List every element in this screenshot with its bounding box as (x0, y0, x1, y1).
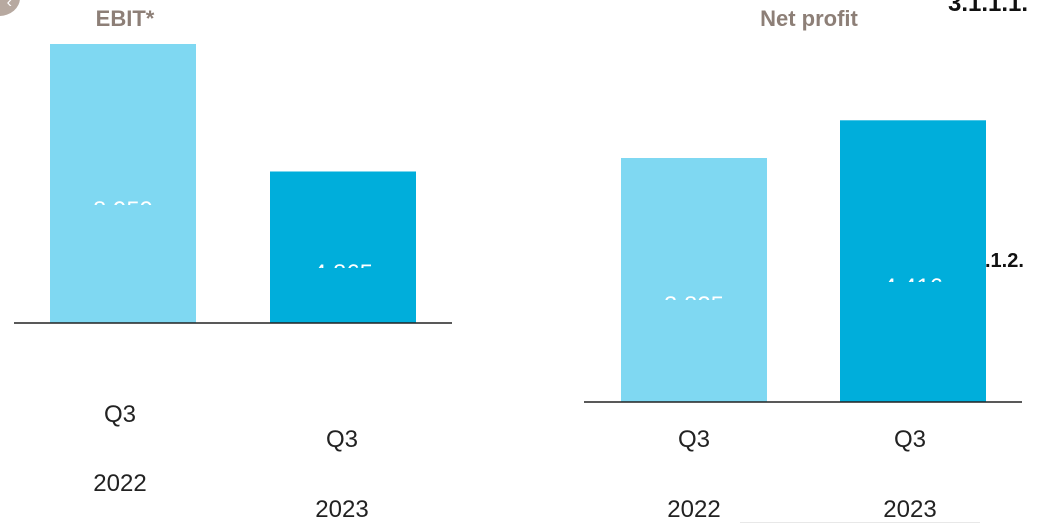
tick-label-quarter-1-1: Q3 (894, 426, 926, 453)
tick-label-year-1-1: 2023 (883, 496, 936, 522)
chart-title-1: Net profit (760, 6, 858, 31)
tick-label-quarter-0-1: Q3 (326, 426, 358, 453)
bar-1-1 (840, 120, 986, 402)
tick-label-year-1-0: 2022 (667, 496, 720, 522)
chart-title-0: EBIT* (96, 6, 155, 31)
bar-1-0 (621, 158, 767, 402)
tick-label-year-0-1: 2023 (315, 496, 368, 522)
tick-label-year-0-0: 2022 (93, 470, 146, 497)
bar-0-1 (270, 171, 416, 323)
bar-0-0 (50, 44, 196, 323)
tick-label-quarter-1-0: Q3 (678, 426, 710, 453)
section-number-fragment-mid: .1.2. (985, 250, 1024, 273)
tick-label-quarter-0-0: Q3 (104, 401, 136, 428)
